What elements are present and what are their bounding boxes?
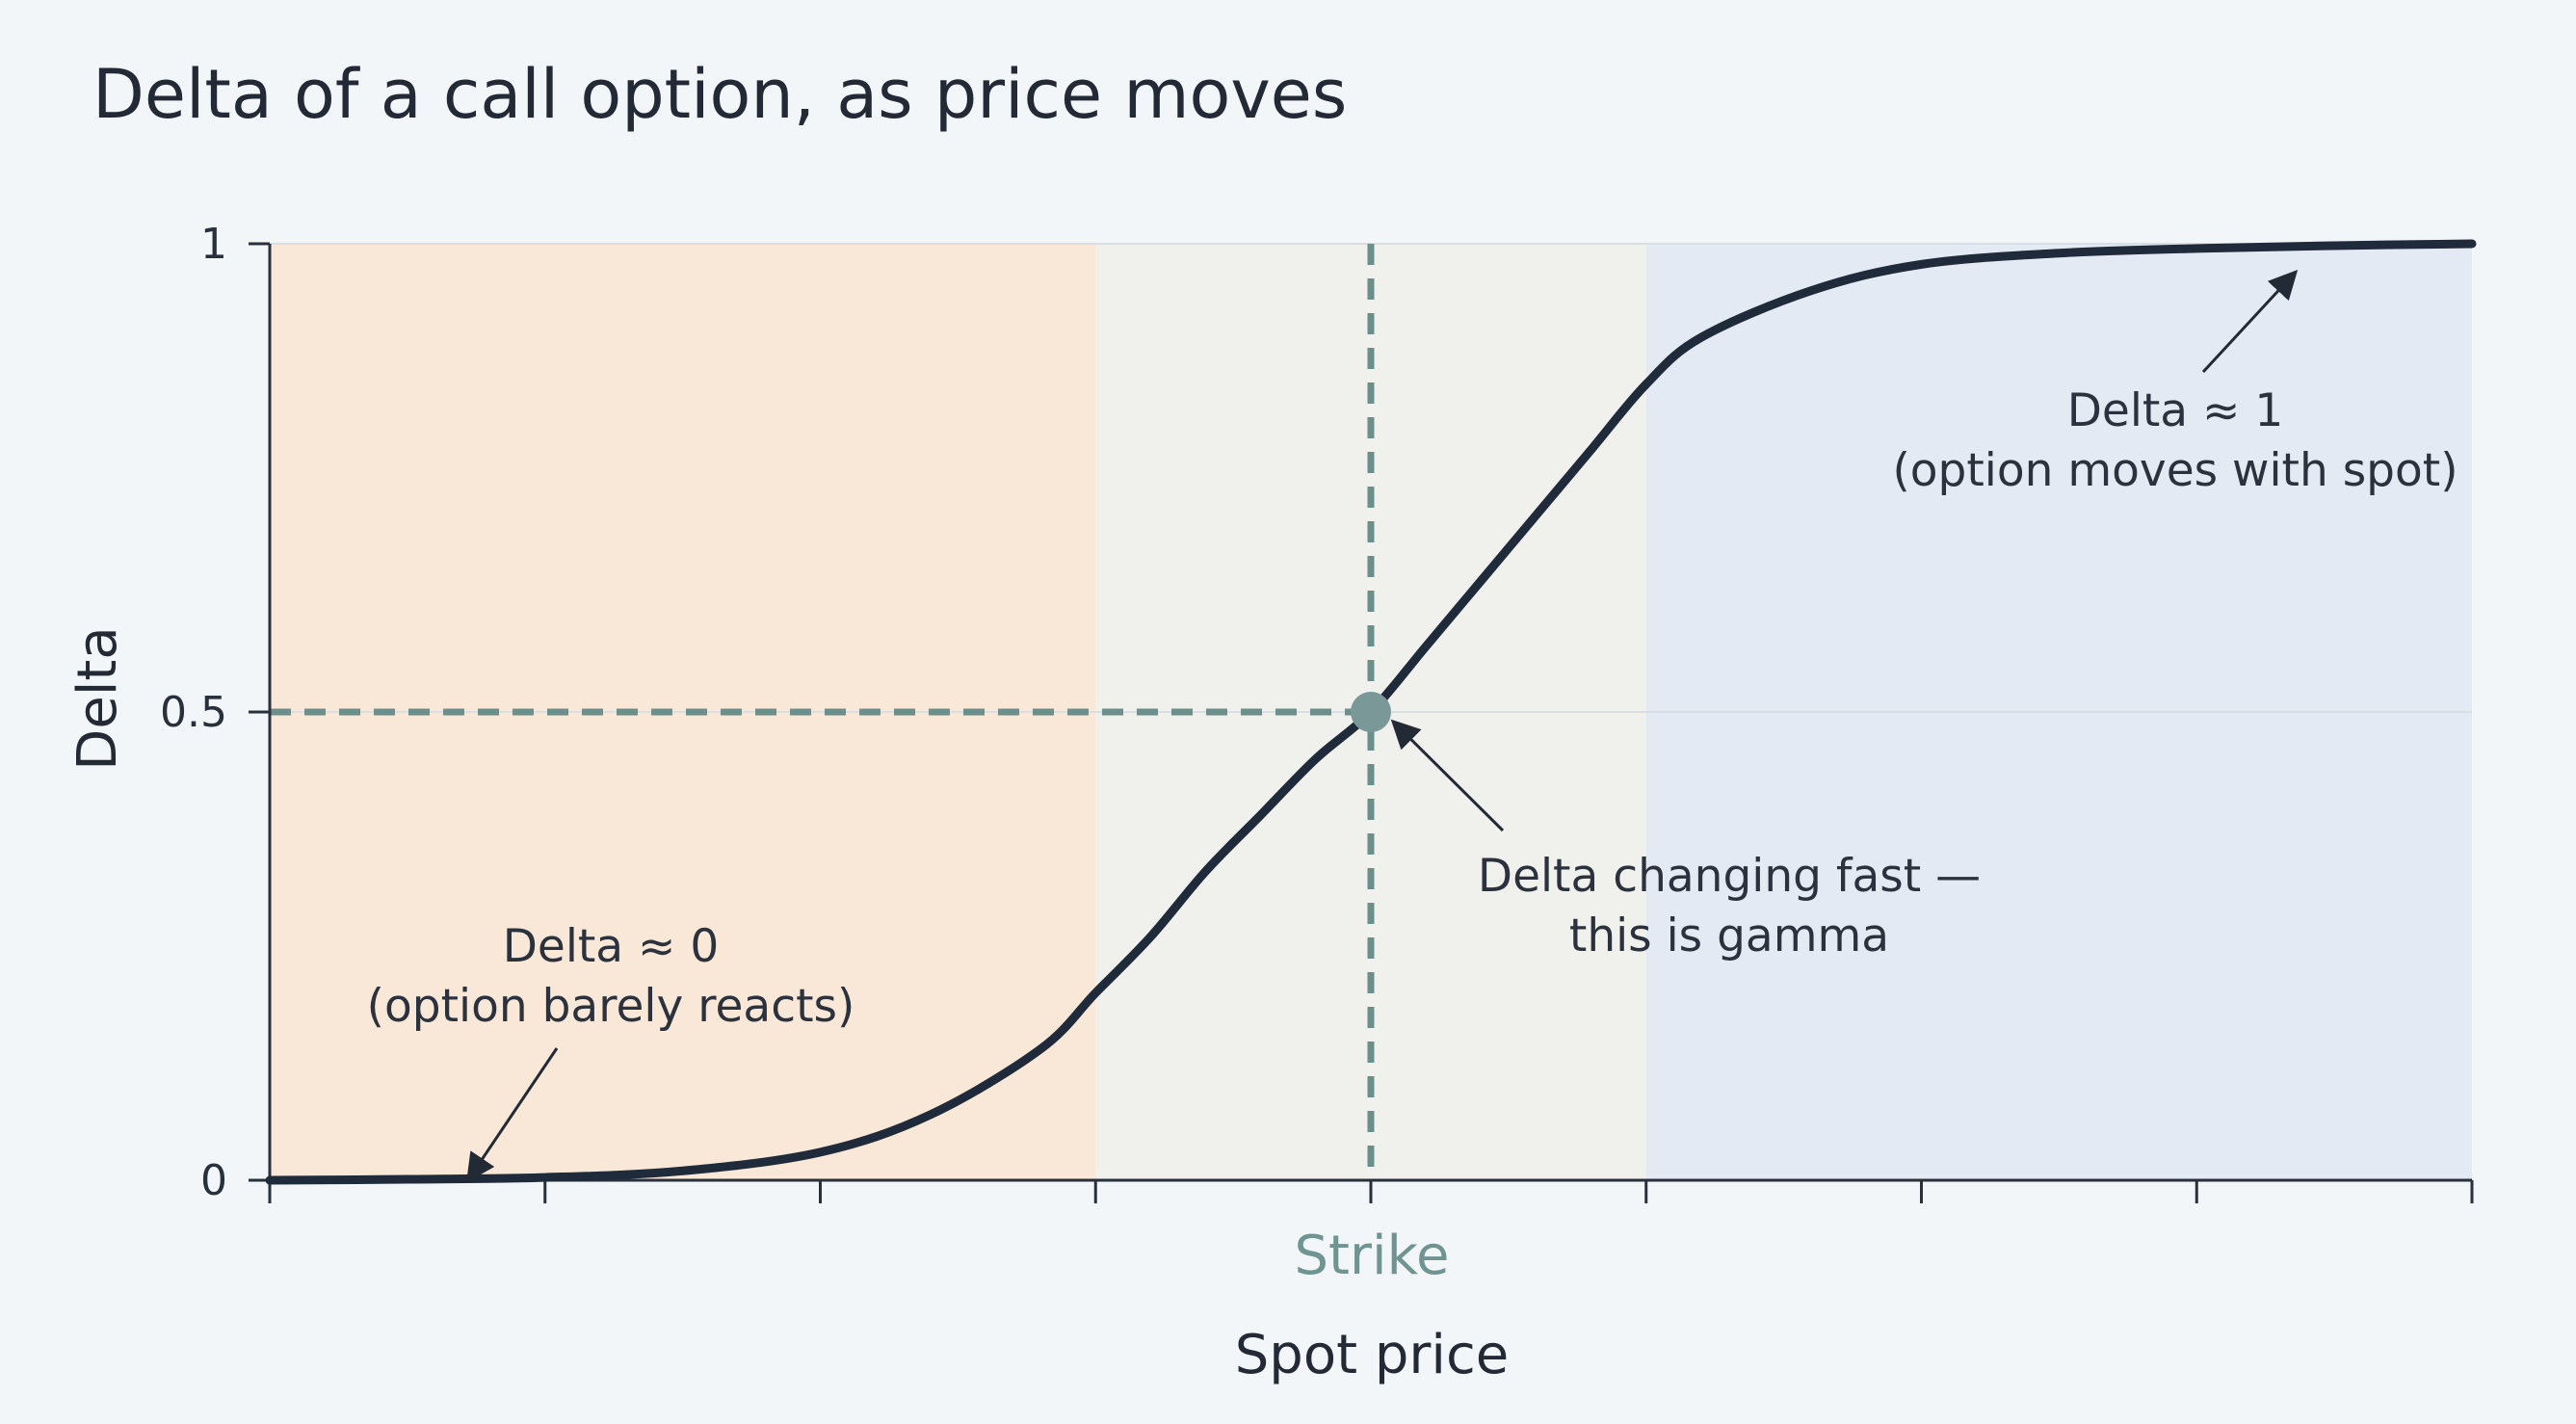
annotation-delta-zero-line-0: Delta ≈ 0: [503, 920, 720, 973]
annotation-delta-one-line-1: (option moves with spot): [1892, 444, 2458, 497]
y-tick-label: 0.5: [160, 688, 227, 737]
annotation-arrow-delta-one: [2201, 269, 2299, 374]
annotation-delta-zero-line-1: (option barely reacts): [367, 980, 855, 1033]
annotation-arrow-delta-zero: [466, 1047, 559, 1183]
y-axis-label: Delta: [66, 626, 129, 770]
annotation-delta-gamma-line-0: Delta changing fast —: [1478, 850, 1981, 903]
strike-label: Strike: [1295, 1225, 1450, 1287]
axes-layer: 00.51: [160, 220, 2474, 1205]
annotation-delta-one-line-0: Delta ≈ 1: [2067, 384, 2284, 437]
y-tick-label: 0: [200, 1156, 227, 1205]
strike-point: [1351, 692, 1391, 732]
x-axis-label: Spot price: [1235, 1324, 1509, 1386]
annotation-delta-gamma-line-1: this is gamma: [1569, 910, 1889, 963]
curve-layer: [265, 239, 2477, 1185]
y-tick-label: 1: [200, 220, 227, 269]
chart-title: Delta of a call option, as price moves: [92, 55, 1347, 134]
annotation-layer: Delta ≈ 0 (option barely reacts) Delta cha…: [367, 269, 2458, 1183]
annotation-arrow-delta-gamma: [1390, 719, 1505, 832]
